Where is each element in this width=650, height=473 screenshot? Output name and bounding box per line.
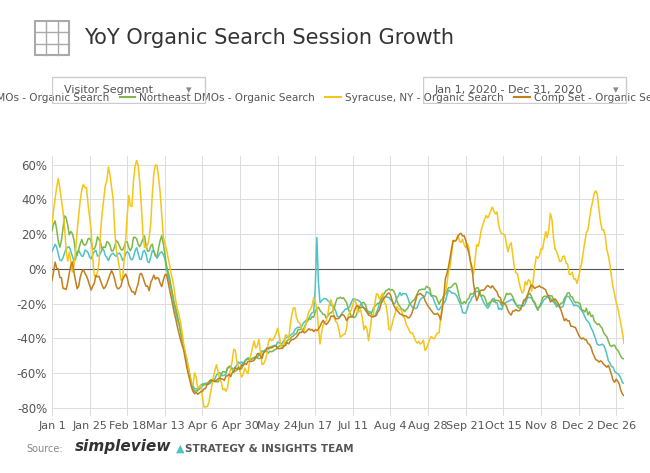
Text: ▾: ▾ bbox=[613, 85, 619, 95]
Text: STRATEGY & INSIGHTS TEAM: STRATEGY & INSIGHTS TEAM bbox=[185, 444, 354, 454]
Legend: All DMOs - Organic Search, Northeast DMOs - Organic Search, Syracuse, NY - Organ: All DMOs - Organic Search, Northeast DMO… bbox=[0, 88, 650, 107]
Text: simpleview: simpleview bbox=[75, 439, 171, 454]
Text: Source:: Source: bbox=[26, 444, 62, 454]
Text: ▲: ▲ bbox=[176, 444, 184, 454]
Text: Jan 1, 2020 - Dec 31, 2020: Jan 1, 2020 - Dec 31, 2020 bbox=[435, 85, 583, 95]
Text: ▾: ▾ bbox=[187, 85, 192, 95]
Text: Visitor Segment: Visitor Segment bbox=[64, 85, 153, 95]
Text: YoY Organic Search Session Growth: YoY Organic Search Session Growth bbox=[84, 28, 454, 48]
